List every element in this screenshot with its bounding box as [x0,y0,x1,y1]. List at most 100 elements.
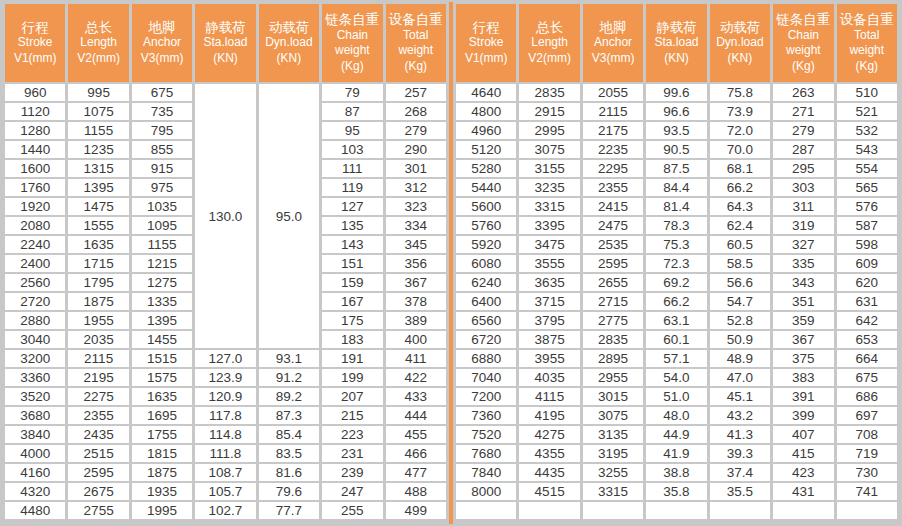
table-cell-total-weight: 301 [386,160,446,177]
column-header-line: Total [837,28,897,44]
table-cell-total-weight: 279 [386,122,446,139]
table-body-right: 46402835205599.675.826351048002915211596… [456,84,897,519]
table-cell-length: 3635 [519,274,579,291]
table-header-right: 行程StrokeV1(mm)总长LengthV2(mm)地脚AnchorV3(m… [456,4,897,82]
table-cell-stroke: 7520 [456,426,516,443]
table-cell-length: 4275 [519,426,579,443]
column-header-line: (Kg) [386,59,446,75]
table-cell-length: 2835 [519,84,579,101]
table-cell-length: 3315 [519,198,579,215]
table-cell-anchor: 3195 [583,445,643,462]
table-cell-anchor: 1755 [132,426,192,443]
table-cell-sta-load: 66.2 [646,293,706,310]
table-cell-chain-weight: 127 [322,198,382,215]
table-cell-total-weight: 532 [837,122,897,139]
table-cell-sta-load: 93.5 [646,122,706,139]
table-cell-sta-load: 123.9 [195,369,255,386]
column-header-line: (Kg) [837,59,897,75]
column-header-dyn-load: 动载荷Dyn.load(KN) [710,4,770,82]
table-cell-chain-weight: 223 [322,426,382,443]
merged-sta-load-cell: 130.0 [195,84,255,348]
table-cell-chain-weight: 287 [773,141,833,158]
table-cell-length: 2115 [68,350,128,367]
table-cell-sta-load: 114.8 [195,426,255,443]
table-cell-sta-load: 72.3 [646,255,706,272]
column-header-line: (KN) [259,51,319,67]
table-cell-length: 3715 [519,293,579,310]
table-cell-dyn-load: 62.4 [710,217,770,234]
table-cell-length: 2595 [68,464,128,481]
table-cell-anchor: 2595 [583,255,643,272]
table-cell-anchor: 795 [132,122,192,139]
table-cell-chain-weight: 391 [773,388,833,405]
table-cell-total-weight [837,502,897,519]
table-cell-chain-weight: 295 [773,160,833,177]
column-header-line: 地脚 [132,20,192,36]
table-cell-chain-weight: 271 [773,103,833,120]
table-row: 48002915211596.673.9271521 [456,103,897,120]
table-cell-total-weight: 433 [386,388,446,405]
table-cell-length: 1635 [68,236,128,253]
table-cell-anchor: 915 [132,160,192,177]
table-cell-dyn-load: 81.6 [259,464,319,481]
table-cell-anchor: 675 [132,84,192,101]
table-cell-total-weight: 730 [837,464,897,481]
table-cell-stroke: 5440 [456,179,516,196]
column-header-length: 总长LengthV2(mm) [519,4,579,82]
table-cell-total-weight: 554 [837,160,897,177]
table-cell-anchor: 1515 [132,350,192,367]
header-row: 行程StrokeV1(mm)总长LengthV2(mm)地脚AnchorV3(m… [456,4,897,82]
table-cell-chain-weight: 79 [322,84,382,101]
table-row: 78404435325538.837.4423730 [456,464,897,481]
table-cell-anchor: 2115 [583,103,643,120]
column-header-line: Stroke [456,35,516,51]
table-row: 52803155229587.568.1295554 [456,160,897,177]
table-cell-length: 2675 [68,483,128,500]
table-cell-chain-weight: 167 [322,293,382,310]
table-cell-total-weight: 609 [837,255,897,272]
table-cell-dyn-load: 35.5 [710,483,770,500]
table-cell-stroke: 7360 [456,407,516,424]
table-cell-stroke: 2880 [5,312,65,329]
table-cell-length: 3395 [519,217,579,234]
column-header-line: Chain [773,28,833,44]
column-header-stroke: 行程StrokeV1(mm) [456,4,516,82]
table-row: 54403235235584.466.2303565 [456,179,897,196]
table-cell-stroke: 4960 [456,122,516,139]
table-row: 352022751635120.989.2207433 [5,388,446,405]
table-cell-sta-load: 38.8 [646,464,706,481]
table-cell-total-weight: 510 [837,84,897,101]
table-cell-chain-weight: 255 [322,502,382,519]
table-cell-chain-weight: 399 [773,407,833,424]
table-cell-stroke: 5280 [456,160,516,177]
table-row: 70404035295554.047.0383675 [456,369,897,386]
table-cell-stroke: 4160 [5,464,65,481]
column-header-dyn-load: 动载荷Dyn.load(KN) [259,4,319,82]
table-cell-stroke: 2080 [5,217,65,234]
column-header-line: Total [386,28,446,44]
table-cell-stroke: 6560 [456,312,516,329]
table-cell-stroke: 4480 [5,502,65,519]
table-cell-total-weight: 697 [837,407,897,424]
table-cell-anchor: 1875 [132,464,192,481]
table-cell-sta-load: 78.3 [646,217,706,234]
table-cell-total-weight: 356 [386,255,446,272]
table-cell-dyn-load: 47.0 [710,369,770,386]
table-cell-anchor: 1575 [132,369,192,386]
table-row: 80004515331535.835.5431741 [456,483,897,500]
table-row: 960995675130.095.079257 [5,84,446,101]
table-cell-anchor: 2655 [583,274,643,291]
table-row [456,502,897,519]
table-cell-chain-weight: 359 [773,312,833,329]
table-cell-total-weight: 499 [386,502,446,519]
table-cell-anchor: 2715 [583,293,643,310]
table-row: 448027551995102.777.7255499 [5,502,446,519]
table-cell-stroke: 7200 [456,388,516,405]
table-row: 72004115301551.045.1391686 [456,388,897,405]
table-cell-length: 2195 [68,369,128,386]
table-cell-anchor: 855 [132,141,192,158]
table-cell-anchor: 1395 [132,312,192,329]
table-cell-stroke: 7680 [456,445,516,462]
table-cell-stroke: 6080 [456,255,516,272]
table-cell-stroke [456,502,516,519]
